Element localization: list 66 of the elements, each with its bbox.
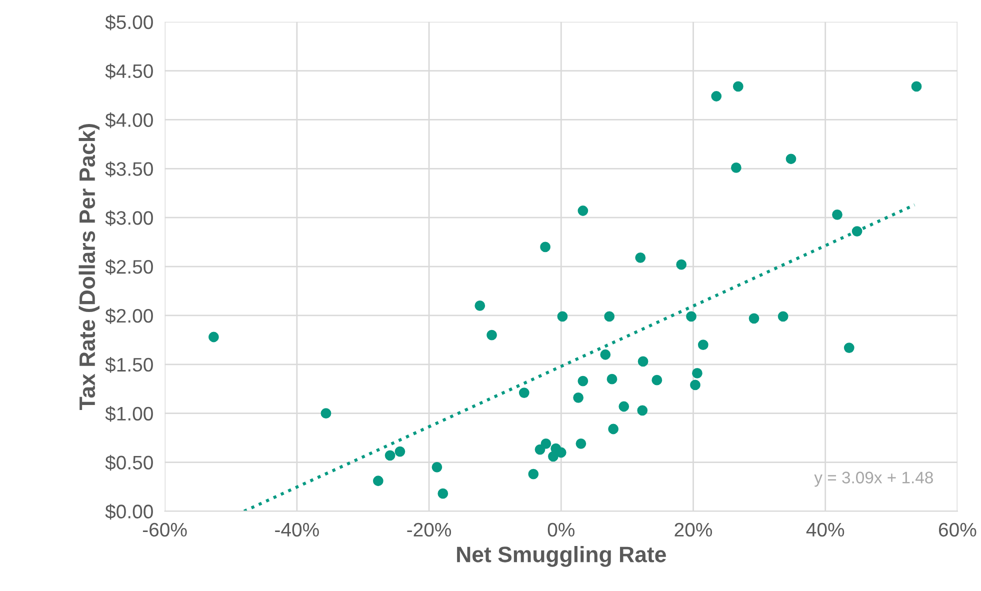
point [638,356,648,367]
point [637,405,648,416]
point [732,81,744,92]
y-tick-label: $4.00 [105,112,153,128]
x-tick-label: 60% [938,522,976,537]
x-axis-title: Net Smuggling Rate [457,546,666,567]
point [604,311,615,322]
annotation: y = 3.09x + 1.48 [814,472,933,487]
point [518,388,530,398]
y-tick-label: $5.00 [105,14,153,30]
point [540,438,552,449]
x-tick-label: -60% [142,522,187,537]
point [690,380,700,390]
x-tick-label: 20% [674,522,712,537]
point [748,313,760,324]
y-tick-label: $0.50 [105,454,153,471]
point [832,209,842,220]
point [686,311,696,322]
point [852,226,862,237]
point [711,91,722,102]
y-tick-label: $2.00 [105,308,153,324]
point [608,424,619,434]
x-tick-label: -40% [275,522,319,537]
y-tick-label: $0.00 [105,504,153,520]
point [394,446,406,457]
point [606,374,618,384]
point [486,330,497,340]
point [384,450,396,461]
point [698,340,708,350]
x-tick-label: 0% [548,522,574,537]
point [786,154,796,164]
y-tick-label: $3.50 [105,161,153,178]
point [578,376,588,386]
point [635,252,646,263]
point [844,342,854,353]
y-tick-label: $1.00 [105,406,153,422]
point [652,374,662,386]
point [618,401,630,412]
y-tick-label: $2.50 [105,259,153,275]
x-tick-label: 40% [806,522,844,537]
point [556,447,566,458]
point [578,206,588,216]
point [540,242,550,252]
point [557,311,568,322]
point [534,444,546,455]
point [548,451,558,462]
point [730,162,742,173]
point [372,476,384,486]
point [778,311,788,322]
x-tick-label: -20% [407,522,452,537]
point [208,332,219,342]
y-tick-label: $1.50 [105,357,153,373]
point [528,468,539,480]
point [438,488,448,499]
y-tick-label: $4.50 [105,63,153,80]
point [600,349,611,360]
point [676,259,687,270]
y-tick-label: $3.00 [105,210,153,226]
point [573,392,584,403]
point [692,368,702,378]
point [474,300,486,311]
y-axis-title: Tax Rate (Dollars Per Pack) [78,124,100,410]
point [911,81,922,92]
point [320,408,332,419]
point [576,438,586,449]
point [432,462,442,472]
